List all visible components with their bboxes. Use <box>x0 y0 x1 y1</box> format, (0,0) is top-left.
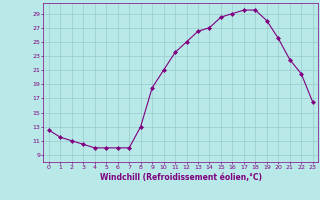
X-axis label: Windchill (Refroidissement éolien,°C): Windchill (Refroidissement éolien,°C) <box>100 173 262 182</box>
